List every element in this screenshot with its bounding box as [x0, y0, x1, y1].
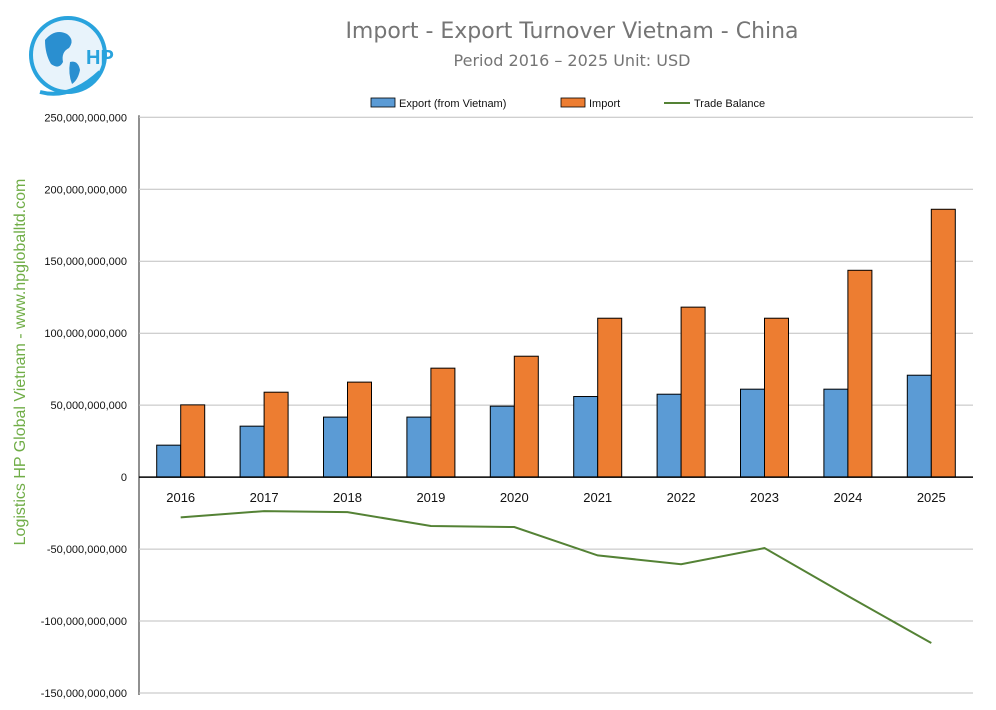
chart-subtitle: Period 2016 – 2025 Unit: USD — [454, 51, 691, 70]
import-bar — [430, 367, 456, 478]
hp-logo: HP — [29, 16, 114, 96]
export-bar — [406, 416, 432, 478]
export-bar — [489, 405, 515, 478]
x-tick-label: 2023 — [750, 490, 779, 505]
y-tick-label: 0 — [121, 472, 127, 484]
side-label: Logistics HP Global Vietnam - www.hpglob… — [12, 179, 29, 546]
x-tick-label: 2016 — [166, 490, 195, 505]
x-tick-label: 2022 — [667, 490, 696, 505]
trade-balance-line — [180, 510, 932, 644]
export-bar — [656, 393, 682, 478]
x-tick-label: 2024 — [833, 490, 862, 505]
export-bar — [573, 396, 599, 478]
legend-swatch-export — [370, 97, 396, 108]
x-tick-label: 2019 — [416, 490, 445, 505]
y-tick-label: 200,000,000,000 — [44, 184, 127, 196]
import-bar — [263, 391, 289, 478]
y-tick-label: 250,000,000,000 — [44, 112, 127, 124]
x-tick-label: 2017 — [250, 490, 279, 505]
import-bar — [597, 317, 623, 478]
y-tick-label: -50,000,000,000 — [47, 544, 127, 556]
legend-label-import: Import — [589, 98, 620, 110]
y-tick-label: 100,000,000,000 — [44, 328, 127, 340]
y-tick-label: -100,000,000,000 — [41, 616, 127, 628]
x-tick-label: 2021 — [583, 490, 612, 505]
export-bar — [740, 388, 765, 478]
y-tick-label: 50,000,000,000 — [51, 400, 127, 412]
y-tick-label: 150,000,000,000 — [44, 256, 127, 268]
export-bar — [323, 416, 348, 478]
import-bar — [930, 208, 956, 478]
import-bar — [764, 317, 789, 478]
x-tick-label: 2025 — [917, 490, 946, 505]
import-bar — [180, 404, 206, 478]
chart-title: Import - Export Turnover Vietnam - China — [345, 19, 798, 44]
y-tick-label: -150,000,000,000 — [41, 688, 127, 700]
export-bar — [239, 425, 265, 478]
logo-text: HP — [86, 47, 114, 69]
legend-label-export: Export (from Vietnam) — [399, 98, 506, 110]
export-bar — [823, 388, 849, 478]
x-tick-label: 2018 — [333, 490, 362, 505]
import-bar — [847, 269, 873, 478]
legend-label-trade-balance: Trade Balance — [694, 98, 765, 110]
legend-swatch-import — [560, 97, 586, 108]
import-bar — [347, 381, 372, 478]
x-tick-label: 2020 — [500, 490, 529, 505]
export-bar — [156, 444, 182, 478]
import-bar — [680, 306, 706, 478]
import-bar — [513, 355, 539, 478]
export-bar — [906, 374, 932, 478]
